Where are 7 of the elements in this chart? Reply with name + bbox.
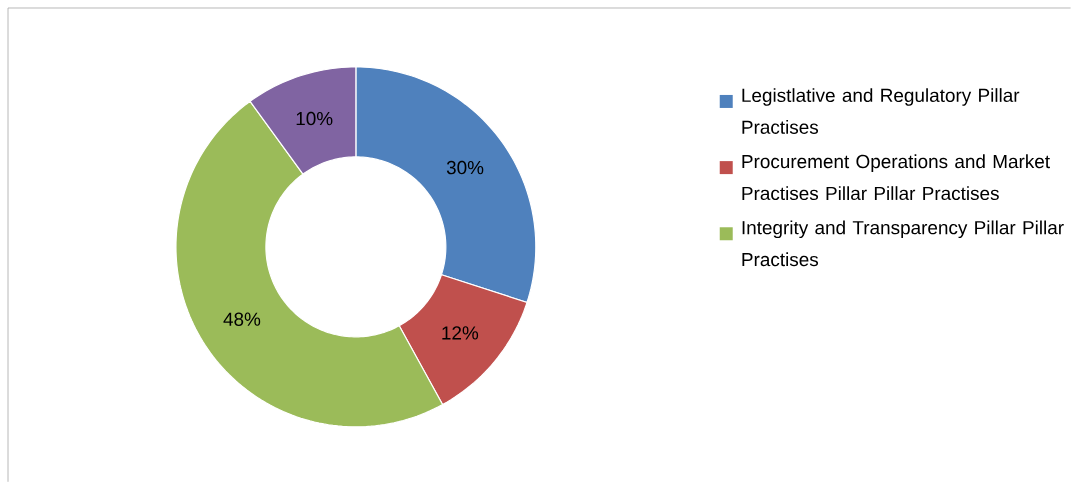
legend-label: Legistlative and Regulatory Pillar Practises (742, 88, 1020, 134)
data-label: 10% (296, 111, 333, 126)
legend-label: Integrity and Transparency Pillar Pillar Practises (742, 220, 1064, 267)
data-label: 30% (446, 160, 484, 175)
data-label: 12% (442, 326, 479, 340)
legend-label: Procurement Operations and Market Practises Pillar Pillar Practises (742, 154, 1050, 200)
data-label: 48% (223, 312, 261, 326)
